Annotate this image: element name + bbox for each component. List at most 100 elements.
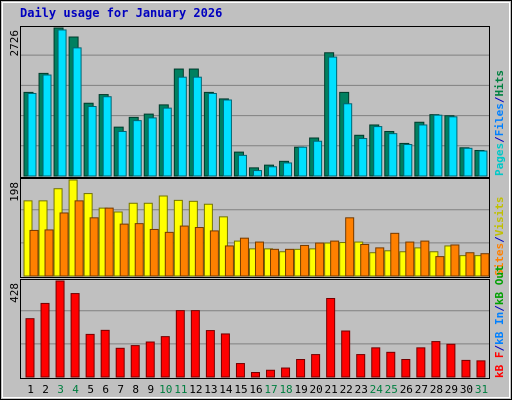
bar-kbytes-20: [311, 354, 321, 378]
panel-visits-sites-bars: [21, 179, 490, 277]
bar-kbytes-1: [25, 318, 35, 378]
bar-sites-30: [465, 252, 475, 277]
bar-kbytes-9: [145, 341, 155, 378]
right-label-part: Files: [493, 103, 506, 136]
right-label-part: Pages: [493, 143, 506, 176]
panel-hits-files-pages-bars: [21, 27, 489, 177]
bar-sites-26: [405, 241, 415, 277]
right-label-hits-files-pages: Pages/Files/Hits: [493, 70, 506, 176]
bar-sites-1: [29, 229, 39, 277]
bar-pages-18: [283, 162, 293, 177]
x-tick-label: 26: [400, 383, 413, 396]
bar-sites-7: [119, 223, 129, 277]
bar-kbytes-26: [401, 359, 411, 378]
x-tick-label: 8: [132, 383, 139, 396]
bar-pages-3: [57, 29, 67, 177]
bar-kbytes-4: [70, 293, 80, 378]
right-label-kbytes: kB F/kB In/kB Out: [493, 265, 506, 378]
bar-sites-31: [480, 253, 490, 277]
x-tick-label: 23: [355, 383, 368, 396]
x-tick-label: 19: [294, 383, 307, 396]
bar-pages-5: [87, 106, 97, 177]
x-tick-label: 15: [234, 383, 247, 396]
x-tick-label: 9: [147, 383, 154, 396]
x-tick-label: 12: [189, 383, 202, 396]
bar-pages-13: [207, 92, 217, 177]
bar-sites-11: [179, 225, 189, 277]
bar-kbytes-2: [40, 302, 50, 378]
x-tick-label: 29: [445, 383, 458, 396]
right-label-part: /: [493, 236, 506, 243]
bar-kbytes-3: [55, 280, 65, 378]
bar-kbytes-17: [266, 369, 276, 378]
bar-kbytes-5: [85, 333, 95, 378]
bar-sites-24: [375, 247, 385, 277]
right-label-part: kB Out: [493, 265, 506, 305]
bar-sites-5: [89, 217, 99, 277]
bar-pages-29: [448, 116, 458, 177]
bar-pages-4: [72, 47, 82, 177]
right-label-part: kB F: [493, 352, 506, 379]
x-tick-label: 14: [219, 383, 233, 396]
right-label-sites-visits: Sites/Visits: [493, 197, 506, 277]
bar-sites-27: [420, 240, 430, 277]
bar-kbytes-31: [476, 360, 486, 378]
x-tick-label: 28: [430, 383, 443, 396]
x-tick-label: 5: [87, 383, 94, 396]
bar-kbytes-30: [461, 359, 471, 378]
x-tick-label: 10: [159, 383, 172, 396]
bar-kbytes-24: [371, 347, 381, 378]
bar-pages-28: [433, 114, 443, 177]
bar-kbytes-29: [446, 343, 456, 378]
x-axis-day-labels: 1 2 3 4 5 6 7 8 9 10 11 12 13 14 15 16 17 18 19 20 21 22 23 24 2…: [27, 383, 488, 396]
bar-pages-14: [222, 99, 232, 177]
bar-sites-18: [285, 248, 295, 277]
bar-sites-9: [149, 228, 159, 277]
chart-title: Daily usage for January 2026: [20, 6, 222, 20]
bar-sites-13: [209, 230, 219, 277]
bar-pages-1: [27, 92, 37, 177]
bar-kbytes-23: [356, 354, 366, 378]
bar-sites-21: [330, 240, 340, 277]
right-label-part: /: [493, 345, 506, 352]
bar-sites-23: [360, 243, 370, 277]
bar-pages-24: [373, 126, 383, 177]
right-label-part: /: [493, 136, 506, 143]
bar-kbytes-16: [250, 372, 260, 378]
x-tick-label: 24: [370, 383, 384, 396]
bar-kbytes-25: [386, 351, 396, 378]
panel-visits-sites-ymax: 198: [8, 182, 21, 202]
x-tick-label: 20: [310, 383, 323, 396]
bar-pages-7: [117, 130, 127, 177]
bar-pages-8: [132, 120, 142, 177]
x-tick-label: 25: [385, 383, 398, 396]
bar-pages-27: [418, 124, 428, 177]
bar-pages-17: [268, 166, 278, 177]
bar-kbytes-7: [115, 347, 125, 378]
bar-sites-22: [345, 217, 355, 277]
bar-sites-17: [270, 248, 280, 277]
bar-pages-6: [102, 96, 112, 177]
x-tick-label: 31: [475, 383, 488, 396]
bar-kbytes-12: [190, 310, 200, 378]
x-tick-label: 13: [204, 383, 217, 396]
x-tick-label: 4: [72, 383, 79, 396]
bar-kbytes-22: [341, 330, 351, 378]
bar-pages-12: [192, 76, 202, 177]
bar-pages-25: [388, 133, 398, 177]
bar-pages-9: [147, 117, 157, 177]
bar-sites-14: [224, 245, 234, 277]
x-tick-label: 7: [117, 383, 124, 396]
bar-kbytes-6: [100, 329, 110, 378]
panel-hits-files-pages-ymax: 2726: [8, 30, 21, 57]
right-label-part: Hits: [493, 70, 506, 97]
panel-visits-sites: 198: [8, 178, 490, 278]
x-tick-label: 11: [174, 383, 187, 396]
bar-sites-25: [390, 232, 400, 277]
right-label-part: Sites: [493, 243, 506, 276]
bar-kbytes-15: [235, 363, 245, 378]
bar-kbytes-13: [205, 330, 215, 378]
x-tick-label: 6: [102, 383, 109, 396]
panel-kbytes-bars: [21, 280, 489, 378]
